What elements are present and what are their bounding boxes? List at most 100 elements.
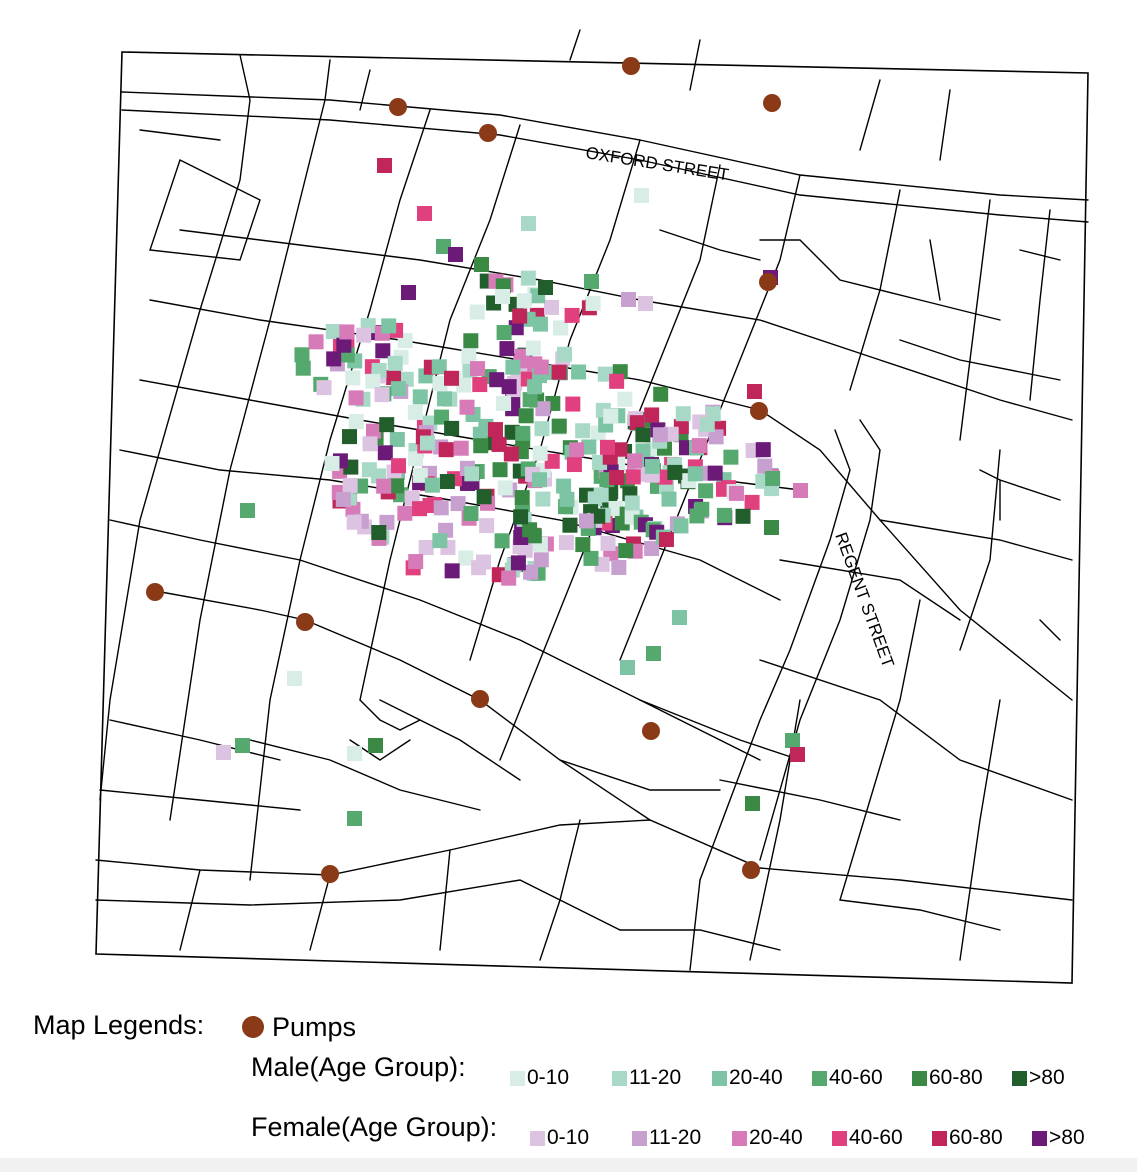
death-marker: [698, 483, 714, 499]
death-marker: [708, 429, 724, 445]
death-marker: [326, 351, 342, 367]
male-swatch-5: [1012, 1070, 1027, 1086]
death-marker: [556, 478, 572, 494]
cholera-map[interactable]: OXFORD STREET REGENT STREET: [0, 0, 1137, 1000]
death-marker: [294, 347, 310, 363]
death-marker: [521, 216, 536, 231]
pump-marker[interactable]: [759, 273, 777, 291]
death-marker: [463, 333, 479, 349]
pump-marker[interactable]: [471, 690, 489, 708]
death-marker: [553, 320, 569, 336]
death-marker: [764, 520, 779, 535]
death-marker: [790, 747, 805, 762]
pump-marker[interactable]: [750, 402, 768, 420]
death-marker: [463, 505, 479, 521]
death-marker: [584, 274, 599, 289]
death-marker: [432, 376, 448, 392]
death-marker: [515, 425, 531, 441]
death-marker: [397, 505, 413, 521]
death-marker: [436, 391, 452, 407]
death-marker: [491, 436, 507, 452]
male-legend-item: 0-10: [510, 1066, 569, 1090]
pump-marker[interactable]: [763, 94, 781, 112]
death-marker: [431, 359, 447, 375]
death-marker: [356, 327, 372, 343]
death-marker: [566, 457, 582, 473]
pump-marker[interactable]: [479, 124, 497, 142]
death-marker: [366, 423, 382, 439]
death-marker: [565, 396, 581, 412]
death-marker: [438, 442, 454, 458]
death-marker: [476, 489, 492, 505]
pump-marker[interactable]: [296, 613, 314, 631]
death-marker: [673, 518, 689, 534]
death-marker: [461, 348, 477, 364]
legend-title: Map Legends:: [33, 1010, 205, 1040]
death-marker: [434, 409, 450, 425]
death-marker: [342, 478, 358, 494]
death-marker: [448, 247, 463, 262]
death-marker: [532, 316, 548, 332]
male-swatch-0: [510, 1070, 525, 1086]
death-marker: [444, 563, 460, 579]
death-marker: [401, 285, 416, 300]
female-legend-item: >80: [1032, 1126, 1085, 1150]
death-marker: [348, 390, 364, 406]
death-marker: [316, 380, 332, 396]
death-marker: [407, 451, 423, 467]
pump-marker[interactable]: [642, 722, 660, 740]
pump-marker[interactable]: [389, 98, 407, 116]
death-marker: [453, 440, 469, 456]
death-marker: [627, 453, 643, 469]
female-legend-item: 0-10: [530, 1126, 589, 1150]
death-marker: [544, 299, 560, 315]
death-marker: [510, 555, 526, 571]
death-marker: [694, 501, 710, 517]
male-legend-item: >80: [1012, 1066, 1065, 1090]
male-swatch-4: [912, 1070, 927, 1086]
female-legend-label: >80: [1049, 1126, 1085, 1149]
map-boundary: [95, 51, 1089, 984]
male-legend-title: Male(Age Group):: [251, 1052, 466, 1082]
death-marker: [793, 483, 808, 498]
death-marker: [638, 296, 653, 311]
death-marker: [621, 292, 636, 307]
death-marker: [464, 466, 480, 482]
female-legend-item: 60-80: [932, 1126, 1003, 1150]
death-marker: [755, 442, 771, 458]
death-marker: [728, 485, 744, 501]
death-marker: [514, 490, 530, 506]
pump-marker[interactable]: [622, 57, 640, 75]
death-marker: [523, 564, 539, 580]
female-legend-title: Female(Age Group):: [251, 1112, 498, 1142]
death-marker: [513, 509, 529, 525]
death-marker: [544, 453, 560, 469]
death-marker: [562, 517, 578, 533]
death-marker: [620, 660, 635, 675]
death-marker: [522, 522, 538, 538]
male-swatch-1: [612, 1070, 627, 1086]
death-marker: [417, 206, 432, 221]
death-marker: [533, 359, 549, 375]
female-swatch-4: [932, 1130, 947, 1146]
death-marker: [557, 346, 573, 362]
death-marker: [538, 280, 553, 295]
death-marker: [575, 537, 591, 553]
pump-marker[interactable]: [146, 583, 164, 601]
death-marker: [672, 610, 687, 625]
death-marker: [472, 377, 488, 393]
death-marker: [533, 552, 549, 568]
death-marker: [534, 421, 550, 437]
pump-marker[interactable]: [742, 861, 760, 879]
death-marker: [389, 431, 405, 447]
death-marker: [496, 324, 512, 340]
death-marker: [516, 293, 532, 309]
death-marker: [508, 320, 524, 336]
male-legend-label: 0-10: [527, 1066, 570, 1089]
pump-marker[interactable]: [321, 865, 339, 883]
female-swatch-0: [530, 1130, 545, 1146]
death-marker: [559, 491, 575, 507]
death-marker: [495, 289, 510, 304]
death-marker: [578, 513, 594, 529]
